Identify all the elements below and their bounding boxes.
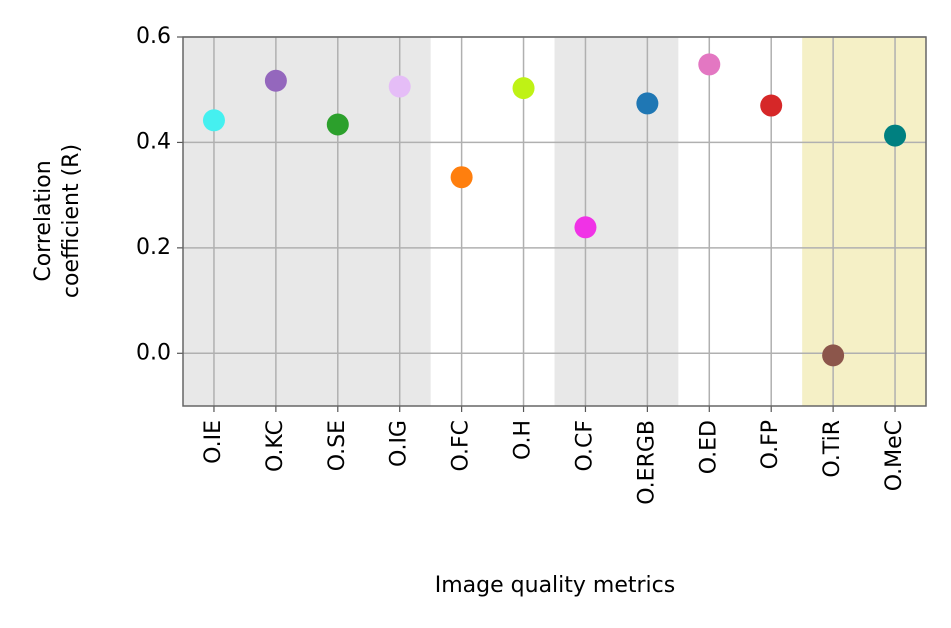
y-tick-label: 0.4	[136, 129, 171, 154]
x-tick-label: O.SE	[325, 420, 350, 471]
x-tick-label: O.TiR	[820, 420, 845, 478]
shaded-band	[183, 37, 431, 406]
shaded-band	[802, 37, 926, 406]
point	[760, 94, 783, 117]
point	[884, 124, 907, 147]
x-tick-label: O.MeC	[882, 420, 907, 491]
point	[512, 77, 535, 100]
x-tick-label: O.IG	[387, 420, 412, 467]
y-axis-label: Correlation	[31, 160, 56, 281]
point	[574, 216, 597, 239]
x-tick-label: O.FP	[758, 420, 783, 469]
point	[636, 92, 659, 115]
y-tick-label: 0.2	[136, 235, 171, 260]
y-axis-label: coefficient (R)	[59, 144, 84, 298]
x-tick-label: O.ED	[696, 420, 721, 474]
point	[264, 69, 287, 92]
point	[388, 75, 411, 98]
y-tick-label: 0.0	[136, 340, 171, 365]
x-tick-label: O.KC	[263, 420, 288, 472]
x-tick-label: O.H	[511, 420, 536, 460]
point	[698, 53, 721, 76]
x-tick-label: O.ERGB	[634, 420, 659, 505]
x-tick-label: O.IE	[201, 420, 226, 464]
point	[450, 166, 473, 189]
point	[202, 109, 225, 132]
point	[822, 344, 845, 367]
shaded-band	[554, 37, 679, 406]
x-axis-label: Image quality metrics	[435, 573, 675, 598]
x-tick-label: O.FC	[449, 420, 474, 471]
x-tick-label: O.CF	[572, 420, 597, 471]
y-tick-label: 0.6	[136, 24, 171, 49]
plot-frame	[182, 36, 927, 407]
point	[326, 113, 349, 136]
